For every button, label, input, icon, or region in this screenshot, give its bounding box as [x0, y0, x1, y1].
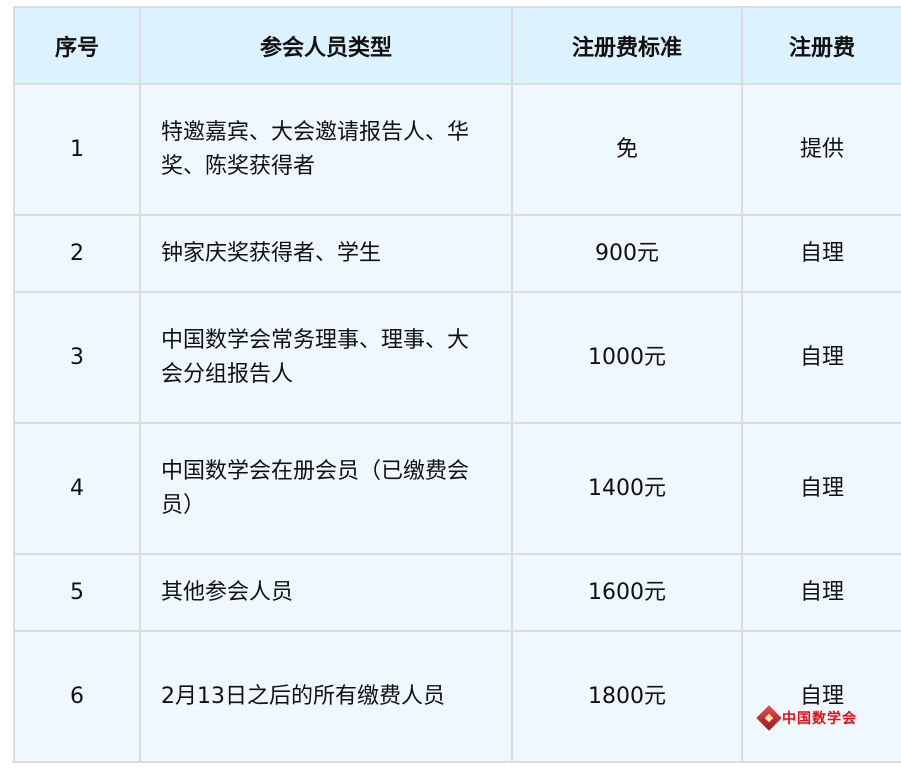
cell-type: 2月13日之后的所有缴费人员	[139, 630, 513, 763]
cell-fee: 自理	[741, 630, 901, 763]
header-type: 参会人员类型	[139, 6, 513, 85]
registration-fee-table: 序号 参会人员类型 注册费标准 注册费 1 特邀嘉宾、大会邀请报告人、华奖、陈奖…	[13, 6, 901, 763]
cell-type: 特邀嘉宾、大会邀请报告人、华奖、陈奖获得者	[139, 83, 513, 216]
header-row: 序号 参会人员类型 注册费标准 注册费	[13, 6, 901, 85]
cell-no: 1	[13, 83, 141, 216]
cell-standard: 免	[511, 83, 743, 216]
watermark-text: 中国数学会	[782, 711, 857, 727]
cell-fee: 自理	[741, 553, 901, 632]
cell-fee: 提供	[741, 83, 901, 216]
header-standard: 注册费标准	[511, 6, 743, 85]
table-row: 6 2月13日之后的所有缴费人员 1800元 自理	[13, 630, 901, 763]
cell-standard: 1400元	[511, 422, 743, 555]
table-row: 5 其他参会人员 1600元 自理	[13, 553, 901, 632]
cell-standard: 900元	[511, 214, 743, 293]
cell-no: 6	[13, 630, 141, 763]
table-row: 1 特邀嘉宾、大会邀请报告人、华奖、陈奖获得者 免 提供	[13, 83, 901, 216]
cell-standard: 1800元	[511, 630, 743, 763]
cell-no: 5	[13, 553, 141, 632]
cell-type: 中国数学会在册会员（已缴费会员）	[139, 422, 513, 555]
cell-fee: 自理	[741, 422, 901, 555]
cell-standard: 1000元	[511, 291, 743, 424]
cell-type: 钟家庆奖获得者、学生	[139, 214, 513, 293]
table-row: 3 中国数学会常务理事、理事、大会分组报告人 1000元 自理	[13, 291, 901, 424]
header-fee: 注册费	[741, 6, 901, 85]
cell-no: 2	[13, 214, 141, 293]
header-no: 序号	[13, 6, 141, 85]
cell-fee: 自理	[741, 214, 901, 293]
cell-standard: 1600元	[511, 553, 743, 632]
cms-watermark: 中国数学会	[756, 705, 857, 731]
cell-fee: 自理	[741, 291, 901, 424]
cms-logo-icon	[756, 705, 782, 731]
cell-no: 3	[13, 291, 141, 424]
table-row: 4 中国数学会在册会员（已缴费会员） 1400元 自理	[13, 422, 901, 555]
cell-type: 中国数学会常务理事、理事、大会分组报告人	[139, 291, 513, 424]
table-row: 2 钟家庆奖获得者、学生 900元 自理	[13, 214, 901, 293]
cell-no: 4	[13, 422, 141, 555]
cell-type: 其他参会人员	[139, 553, 513, 632]
